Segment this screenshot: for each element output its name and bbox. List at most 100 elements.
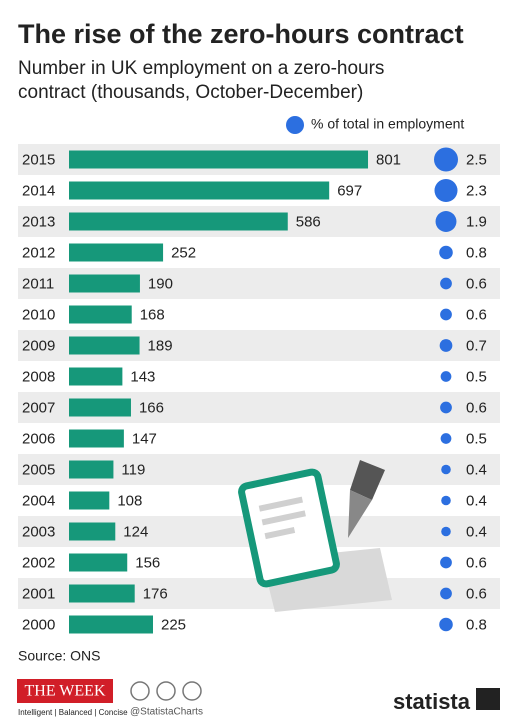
rows: % of total in employment 2015 801 2.5 2014 69…	[18, 116, 500, 634]
bubble-label: 1.9	[466, 213, 487, 230]
value-label: 190	[148, 275, 173, 292]
bubble-label: 0.4	[466, 492, 487, 509]
bubble-label: 2.5	[466, 151, 487, 168]
category-label: 2008	[22, 368, 55, 385]
bubble	[435, 211, 457, 232]
bar	[69, 491, 110, 510]
bubble	[434, 178, 458, 203]
bar	[69, 274, 140, 293]
value-label: 189	[148, 337, 173, 354]
value-label: 225	[161, 616, 186, 633]
value-label: 108	[117, 492, 142, 509]
category-label: 2015	[22, 151, 55, 168]
bubble-label: 0.6	[466, 399, 487, 416]
value-label: 801	[376, 151, 401, 168]
bar	[69, 367, 123, 386]
bar	[69, 212, 288, 231]
category-label: 2009	[22, 337, 55, 354]
bubble	[439, 617, 453, 632]
category-label: 2011	[22, 275, 54, 292]
bar	[69, 460, 114, 479]
bubble	[441, 526, 451, 537]
bubble	[439, 245, 453, 260]
bubble	[441, 464, 451, 475]
bar	[69, 615, 153, 634]
bubble	[440, 556, 452, 569]
bubble-label: 2.3	[466, 182, 487, 199]
bar	[69, 243, 164, 262]
brand: statista	[393, 689, 471, 714]
bubble	[440, 277, 452, 290]
value-label: 166	[139, 399, 164, 416]
handle: @StatistaCharts	[130, 707, 203, 718]
category-label: 2006	[22, 430, 55, 447]
bar	[69, 429, 124, 448]
category-label: 2003	[22, 523, 55, 540]
bubble	[440, 433, 452, 444]
document-lines	[258, 496, 306, 540]
bar	[69, 181, 330, 200]
bubble-label: 0.7	[466, 337, 487, 354]
value-label: 586	[296, 213, 321, 230]
bubble-label: 0.5	[466, 368, 487, 385]
logo: THE WEEK	[24, 683, 105, 700]
value-label: 697	[337, 182, 362, 199]
bubble-label: 0.6	[466, 275, 487, 292]
category-label: 2007	[22, 399, 55, 416]
bar	[69, 150, 369, 169]
logo-box	[17, 679, 113, 703]
bubble	[440, 587, 452, 600]
bubble-label: 0.4	[466, 461, 487, 478]
value-label: 156	[135, 554, 160, 571]
cc-icon	[130, 681, 150, 701]
illustration	[238, 460, 392, 612]
category-label: 2001	[22, 585, 55, 602]
value-label: 252	[171, 244, 196, 261]
bar	[69, 584, 135, 603]
pen-nib	[348, 490, 372, 538]
bubble	[434, 147, 458, 172]
bubble	[439, 339, 453, 352]
value-label: 143	[130, 368, 155, 385]
category-label: 2004	[22, 492, 55, 509]
bubble-label: 0.5	[466, 430, 487, 447]
value-label: 168	[140, 306, 165, 323]
by-icon	[156, 681, 176, 701]
bubble-label: 0.6	[466, 554, 487, 571]
subtitle: contract (thousands, October-December)	[18, 82, 363, 103]
value-label: 147	[132, 430, 157, 447]
bubble	[440, 308, 452, 321]
nd-icon	[182, 681, 202, 701]
bar	[69, 305, 132, 324]
bubble-label: 0.4	[466, 523, 487, 540]
category-label: 2010	[22, 306, 55, 323]
bubble	[440, 371, 452, 382]
source: Source: ONS	[18, 648, 100, 664]
pen-body	[350, 460, 385, 500]
bar	[69, 336, 140, 355]
bubble-label: 0.8	[466, 616, 487, 633]
value-label: 124	[123, 523, 148, 540]
category-label: 2005	[22, 461, 55, 478]
legend-marker	[286, 116, 304, 134]
tagline: Intelligent | Balanced | Concise	[18, 708, 128, 717]
legend-label: % of total in employment	[311, 116, 464, 132]
bar	[69, 398, 131, 417]
brand-icon	[476, 688, 500, 710]
category-label: 2012	[22, 244, 55, 261]
value-label: 176	[143, 585, 168, 602]
bubble-label: 0.8	[466, 244, 487, 261]
category-label: 2014	[22, 182, 55, 199]
category-label: 2002	[22, 554, 55, 571]
bubble	[440, 401, 452, 414]
bubble	[441, 495, 451, 506]
bar	[69, 522, 116, 541]
subtitle: Number in UK employment on a zero-hours	[18, 58, 384, 79]
category-label: 2013	[22, 213, 55, 230]
bubble-label: 0.6	[466, 306, 487, 323]
bar	[69, 553, 128, 572]
chart-title: The rise of the zero-hours contract	[18, 19, 464, 49]
value-label: 119	[121, 461, 145, 478]
category-label: 2000	[22, 616, 55, 633]
